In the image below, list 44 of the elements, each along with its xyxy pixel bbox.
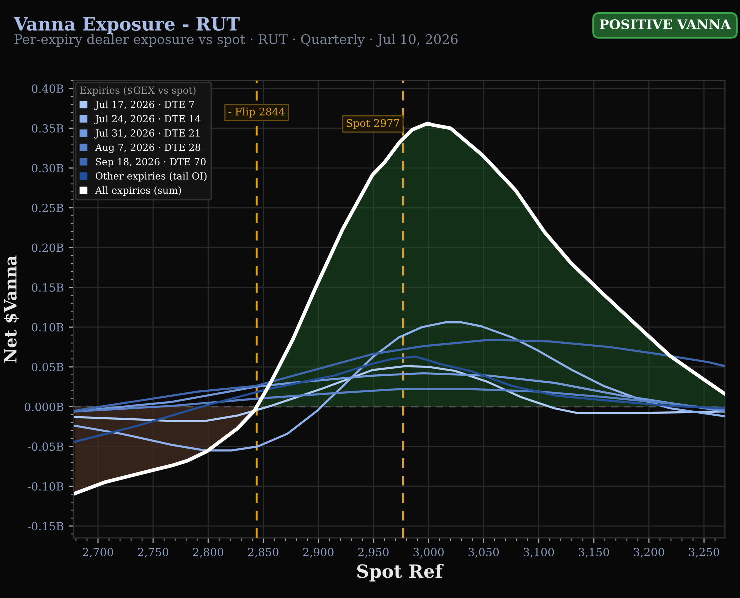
chart-title: Vanna Exposure - RUT — [14, 18, 240, 34]
x-tick-label: 2,850 — [248, 548, 279, 558]
y-tick-label: 0.05B — [32, 363, 64, 372]
ref-line-label: - Flip 2844 — [228, 108, 285, 118]
legend-label: All expiries (sum) — [95, 186, 182, 196]
y-tick-label: 0.25B — [32, 204, 64, 212]
y-tick-label: -0.05B — [28, 442, 64, 452]
line-series — [74, 365, 726, 422]
x-tick-label: 3,100 — [524, 548, 554, 558]
y-tick-label: 0.40B — [32, 84, 64, 94]
legend-label: Aug 7, 2026 · DTE 28 — [95, 144, 201, 154]
x-tick-label: 2,750 — [138, 548, 168, 558]
line-series — [74, 388, 726, 413]
x-tick-label: 3,250 — [689, 548, 720, 558]
legend-label: Jul 17, 2026 · DTE 7 — [94, 100, 194, 110]
line-series — [74, 339, 726, 412]
x-tick-label: 2,900 — [303, 548, 334, 558]
x-tick-label: 3,050 — [468, 548, 500, 558]
x-tick-label: 2,700 — [83, 548, 114, 558]
x-tick-label: 2,950 — [358, 548, 389, 558]
legend-label: Jul 24, 2026 · DTE 14 — [94, 115, 201, 125]
y-tick-label: 0.000B — [25, 402, 64, 412]
y-tick-label: 0.20B — [32, 244, 64, 252]
x-tick-label: 3,200 — [634, 548, 664, 558]
y-tick-label: -0.10B — [28, 482, 64, 491]
x-tick-label: 3,150 — [579, 548, 610, 558]
y-tick-label: 0.30B — [32, 164, 64, 173]
y-tick-label: 0.35B — [32, 124, 64, 133]
line-series — [74, 356, 726, 443]
ref-line-label: Spot 2977 — [346, 119, 400, 130]
legend-label: Jul 31, 2026 · DTE 21 — [94, 129, 200, 139]
text: POSITIVE VANNA — [600, 20, 732, 30]
y-axis-title: Net $Vanna — [4, 256, 20, 363]
y-tick-label: 0.15B — [32, 284, 64, 292]
legend-label: Sep 18, 2026 · DTE 70 — [96, 158, 206, 168]
x-tick-label: 2,800 — [193, 548, 224, 558]
chart-subtitle: Per-expiry dealer exposure vs spot · RUT · Quarterly · Jul 10, 2026 — [14, 34, 458, 48]
y-tick-label: 0.10B — [32, 323, 64, 332]
line-series — [74, 322, 726, 452]
legend-title: Expiries ($GEX vs spot) — [80, 86, 196, 96]
x-axis-title: Spot Ref — [357, 564, 444, 582]
legend-label: Other expiries (tail OI) — [96, 172, 207, 182]
y-tick-label: -0.15B — [28, 522, 64, 531]
x-tick-label: 3,000 — [414, 548, 444, 558]
